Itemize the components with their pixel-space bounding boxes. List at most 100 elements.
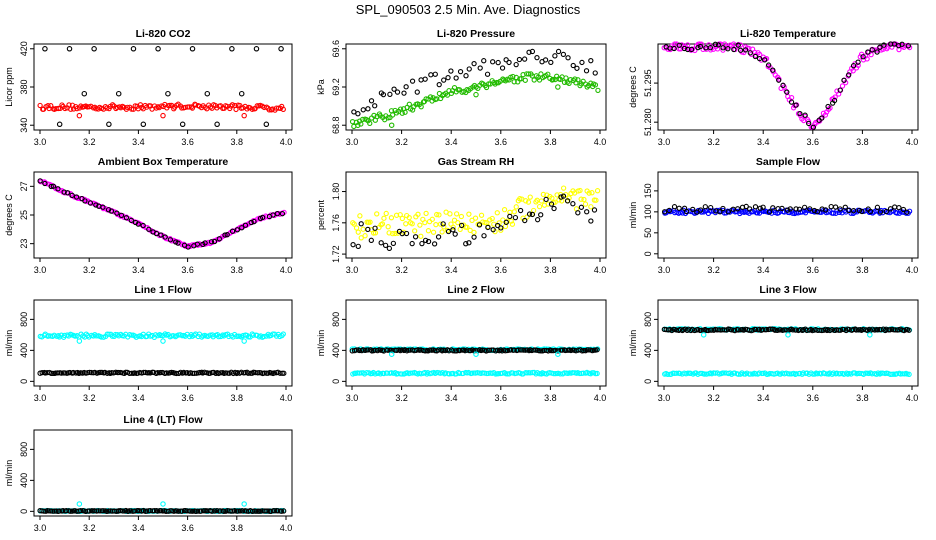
data-point xyxy=(464,224,470,230)
data-point xyxy=(120,508,126,514)
data-point xyxy=(700,332,707,338)
data-point xyxy=(93,202,99,208)
data-point xyxy=(397,106,404,112)
series-avg xyxy=(37,101,286,113)
data-point xyxy=(450,348,456,354)
data-point xyxy=(175,240,181,246)
data-point xyxy=(554,192,560,198)
data-point xyxy=(241,338,247,344)
data-point xyxy=(189,46,196,52)
data-point xyxy=(540,191,547,198)
x-tick-label: 4.0 xyxy=(906,393,919,403)
data-point xyxy=(867,332,873,338)
data-point xyxy=(805,118,812,125)
data-point xyxy=(372,371,378,377)
panel-title: Line 3 Flow xyxy=(759,284,817,296)
data-point xyxy=(846,72,852,78)
x-tick-label: 3.8 xyxy=(544,265,557,275)
y-tick-label: 800 xyxy=(19,312,29,327)
data-point xyxy=(406,215,412,221)
panel-7: Line 1 Flow 3.0 3.2 3.4 3.6 3.8 4.0 0 400 800 ml/m… xyxy=(4,284,293,403)
data-point xyxy=(521,56,528,62)
data-point xyxy=(523,198,529,204)
data-point xyxy=(358,121,364,127)
data-point xyxy=(857,54,863,60)
data-point xyxy=(728,327,735,333)
data-point xyxy=(819,115,825,121)
panel-title: Line 2 Flow xyxy=(447,284,505,296)
y-axis-label: ml/min xyxy=(628,330,638,357)
panel-title: Sample Flow xyxy=(756,156,821,168)
data-point xyxy=(61,189,67,195)
y-tick-label: 400 xyxy=(331,343,341,358)
data-point xyxy=(702,204,708,210)
data-point xyxy=(508,347,514,353)
data-point xyxy=(208,239,215,245)
data-point xyxy=(368,98,375,104)
data-point xyxy=(76,338,83,344)
data-point xyxy=(238,90,245,97)
data-point xyxy=(233,106,239,113)
plot-frame xyxy=(33,171,293,259)
data-point xyxy=(681,45,688,52)
data-point xyxy=(251,218,257,225)
data-point xyxy=(673,41,680,47)
panel-title: Li-820 Pressure xyxy=(437,28,515,40)
data-point xyxy=(688,46,695,53)
panel-3: Li-820 Temperature 3.0 3.2 3.4 3.6 3.8 4.0 51.2… xyxy=(628,28,919,147)
data-point xyxy=(105,207,112,213)
data-point xyxy=(839,83,846,89)
series-black xyxy=(37,178,286,250)
data-point xyxy=(74,105,80,112)
data-point xyxy=(115,90,122,97)
data-point xyxy=(241,112,247,119)
data-point xyxy=(594,188,601,194)
panel-10: Line 4 (LT) Flow 3.0 3.2 3.4 3.6 3.8 4.0 0 400 80… xyxy=(4,414,293,533)
x-tick-label: 3.6 xyxy=(495,137,508,147)
data-point xyxy=(97,508,103,514)
data-point xyxy=(555,48,562,55)
data-point xyxy=(661,209,668,215)
data-point xyxy=(279,211,286,217)
series-avg xyxy=(37,178,287,249)
y-axis-label: degrees C xyxy=(628,66,638,108)
y-tick-label: 69.6 xyxy=(331,40,341,58)
data-point xyxy=(234,227,241,233)
data-point xyxy=(577,370,583,377)
plot-frame xyxy=(33,429,293,517)
data-point xyxy=(892,327,898,333)
series-cyan xyxy=(662,370,912,378)
data-point xyxy=(422,76,428,82)
data-point xyxy=(170,333,176,339)
data-point xyxy=(529,48,536,55)
x-tick-label: 3.4 xyxy=(757,137,770,147)
data-point xyxy=(433,221,439,228)
data-point xyxy=(784,207,791,213)
y-axis-label: ml/min xyxy=(628,202,638,229)
data-point xyxy=(381,370,387,377)
data-point xyxy=(391,86,397,92)
data-point xyxy=(578,204,585,210)
data-point xyxy=(522,77,528,83)
data-point xyxy=(793,206,799,212)
series-cyan-max xyxy=(76,501,247,507)
data-point xyxy=(392,370,398,376)
x-tick-label: 4.0 xyxy=(280,393,293,403)
figure-title: SPL_090503 2.5 Min. Ave. Diagnostics xyxy=(355,2,581,17)
series-red-min xyxy=(76,112,247,119)
data-point xyxy=(536,77,543,83)
data-point xyxy=(511,209,517,215)
data-point xyxy=(278,46,284,52)
data-point xyxy=(268,212,274,218)
data-point xyxy=(503,57,509,63)
data-point xyxy=(382,242,389,249)
x-tick-label: 3.2 xyxy=(395,265,408,275)
y-tick-label: 150 xyxy=(643,183,653,198)
data-point xyxy=(272,508,278,514)
data-point xyxy=(864,56,870,62)
data-point xyxy=(830,210,837,216)
data-point xyxy=(457,68,464,75)
series-outliers xyxy=(42,46,284,128)
y-tick-label: 400 xyxy=(19,343,29,358)
data-point xyxy=(128,217,134,224)
